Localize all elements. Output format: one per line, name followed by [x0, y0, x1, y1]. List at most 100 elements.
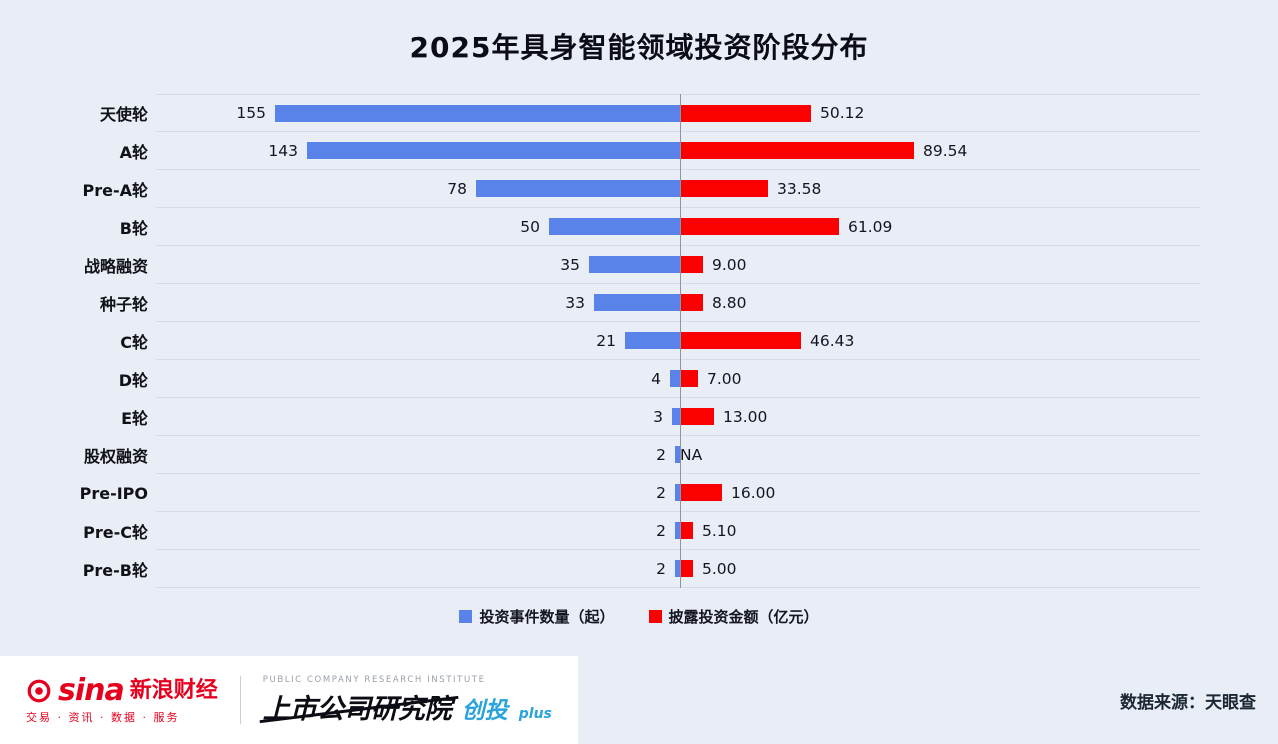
chart-row: D轮 4 7.00: [0, 360, 1200, 398]
amount-bar: [680, 104, 811, 122]
right-half: 61.09: [680, 218, 1200, 236]
row-track: 78 33.58: [156, 170, 1200, 208]
left-half: 3: [156, 408, 680, 426]
event-count-bar: [589, 256, 680, 273]
data-source: 数据来源：天眼查: [1120, 692, 1256, 713]
event-count-label: 143: [268, 141, 298, 160]
legend-swatch-blue: [459, 610, 473, 623]
footer: sina 新浪财经 交易 · 资讯 · 数据 · 服务 PUBLIC COMPA…: [0, 656, 1278, 744]
chart-row: E轮 3 13.00: [0, 398, 1200, 436]
infographic-page: 2025年具身智能领域投资阶段分布 天使轮 155 50.12 A轮 143 89.54 P…: [0, 31, 1278, 744]
category-label: A轮: [119, 143, 148, 162]
chart-row: 种子轮 33 8.80: [0, 284, 1200, 322]
amount-label: 61.09: [848, 217, 893, 236]
left-half: 2: [156, 560, 680, 578]
amount-label: 13.00: [723, 407, 768, 426]
chart-row: Pre-A轮 78 33.58: [0, 170, 1200, 208]
left-half: 50: [156, 218, 680, 236]
institute-logo-row: 上市公司研究院 创投 plus: [259, 687, 552, 726]
chart-row: B轮 50 61.09: [0, 208, 1200, 246]
event-count-bar: [675, 446, 680, 463]
amount-bar: [680, 180, 768, 197]
sina-finance-logo: sina 新浪财经 交易 · 资讯 · 数据 · 服务: [26, 672, 218, 725]
event-count-bar: [672, 408, 680, 425]
footer-logo-strip: sina 新浪财经 交易 · 资讯 · 数据 · 服务 PUBLIC COMPA…: [0, 656, 578, 744]
row-track: 155 50.12: [156, 94, 1200, 132]
left-half: 2: [156, 484, 680, 502]
event-count-label: 3: [653, 407, 663, 426]
amount-bar: [680, 484, 722, 501]
right-half: 13.00: [680, 408, 1200, 426]
amount-bar: [680, 294, 703, 311]
amount-label: 7.00: [707, 369, 742, 388]
category-label: Pre-A轮: [82, 181, 149, 200]
event-count-bar: [675, 560, 680, 577]
amount-bar: [680, 408, 714, 425]
category-label: C轮: [120, 333, 148, 352]
event-count-label: 2: [656, 559, 666, 578]
event-count-label: 2: [656, 521, 666, 540]
right-half: 89.54: [680, 142, 1200, 160]
amount-label: 50.12: [820, 104, 865, 122]
sina-brand-text: sina: [58, 672, 125, 708]
event-count-label: 2: [656, 483, 666, 502]
row-track: 4 7.00: [156, 360, 1200, 398]
legend: 投资事件数量（起） 披露投资金额（亿元）: [0, 606, 1278, 627]
amount-label: 16.00: [731, 483, 776, 502]
category-label: 天使轮: [99, 105, 148, 124]
right-half: 8.80: [680, 294, 1200, 312]
category-label: D轮: [118, 371, 148, 390]
category-label: 战略融资: [83, 257, 148, 276]
row-track: 33 8.80: [156, 284, 1200, 322]
legend-item-amount: 披露投资金额（亿元）: [648, 606, 819, 627]
left-half: 21: [156, 332, 680, 350]
chart-row: Pre-C轮 2 5.10: [0, 512, 1200, 550]
row-track: 3 13.00: [156, 398, 1200, 436]
amount-label: 89.54: [923, 141, 968, 160]
row-track: 35 9.00: [156, 246, 1200, 284]
category-label: 种子轮: [99, 295, 148, 314]
row-track: 2 5.00: [156, 550, 1200, 588]
event-count-bar: [675, 484, 680, 501]
category-label: Pre-C轮: [83, 523, 148, 542]
chart-row: 股权融资 2 NA: [0, 436, 1200, 474]
event-count-bar: [476, 180, 680, 197]
chart-row: C轮 21 46.43: [0, 322, 1200, 360]
sina-tagline: 交易 · 资讯 · 数据 · 服务: [26, 710, 180, 724]
left-half: 143: [156, 142, 680, 160]
chart-title: 2025年具身智能领域投资阶段分布: [409, 31, 869, 64]
diverging-bar-chart: 天使轮 155 50.12 A轮 143 89.54 Pre-A轮 78 33.58 B轮 50 61…: [0, 94, 1278, 588]
chuangtou-plus-suffix: plus: [518, 705, 552, 722]
amount-label: 46.43: [810, 331, 855, 350]
research-institute-logo: PUBLIC COMPANY RESEARCH INSTITUTE 上市公司研究…: [259, 675, 552, 726]
amount-label: 9.00: [712, 255, 747, 274]
legend-item-event-count: 投资事件数量（起）: [459, 606, 615, 627]
event-count-bar: [549, 218, 680, 235]
amount-bar: [680, 142, 914, 159]
category-label: B轮: [119, 219, 148, 238]
right-half: 7.00: [680, 370, 1200, 388]
right-half: 5.00: [680, 560, 1200, 578]
amount-label: 5.00: [702, 559, 737, 578]
amount-bar: [680, 560, 693, 577]
right-half: 46.43: [680, 332, 1200, 350]
amount-bar: [680, 332, 801, 349]
event-count-bar: [594, 294, 680, 311]
chart-row: 天使轮 155 50.12: [0, 94, 1200, 132]
amount-bar: [680, 256, 703, 273]
right-half: 50.12: [680, 104, 1200, 122]
left-half: 78: [156, 180, 680, 198]
chart-row: Pre-IPO 2 16.00: [0, 474, 1200, 512]
event-count-bar: [625, 332, 680, 349]
left-half: 35: [156, 256, 680, 274]
legend-swatch-red: [648, 610, 662, 623]
row-track: 2 16.00: [156, 474, 1200, 512]
event-count-label: 2: [656, 445, 666, 464]
right-half: 16.00: [680, 484, 1200, 502]
chart-row: 战略融资 35 9.00: [0, 246, 1200, 284]
left-half: 155: [156, 104, 680, 122]
row-track: 50 61.09: [156, 208, 1200, 246]
amount-label: 5.10: [702, 521, 737, 540]
right-half: 33.58: [680, 180, 1200, 198]
event-count-bar: [675, 522, 680, 539]
